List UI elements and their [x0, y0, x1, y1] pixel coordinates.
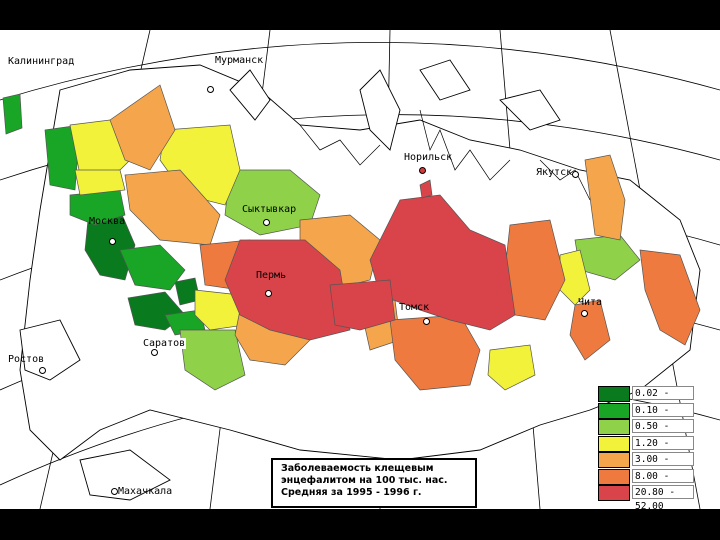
region-green-mid — [44, 124, 81, 191]
city-dot — [109, 238, 116, 245]
legend-row: 0.50 - 1.00 — [598, 418, 698, 446]
map-drawing — [0, 30, 720, 509]
city-label-saratov: Саратов — [142, 338, 187, 349]
city-label-norilsk: Норильск — [404, 152, 453, 163]
map-title-line: энцефалитом на 100 тыс. нас. — [281, 475, 448, 486]
legend-row: 3.00 - 8.00 — [598, 451, 698, 479]
legend-label: 0.10 - 0.45 — [632, 402, 694, 430]
region-red — [369, 194, 516, 331]
map-title-line: Средняя за 1995 - 1996 г. — [281, 487, 422, 498]
legend-swatch — [598, 419, 630, 435]
region-orange-light — [109, 84, 176, 171]
city-label-chita: Чита — [578, 297, 603, 308]
legend-row: 0.02 - 0.05 — [598, 385, 698, 413]
city-label-yakutsk: Якутск — [536, 167, 573, 178]
legend-swatch — [598, 468, 630, 485]
legend-label: 20.80 - 52.00 — [632, 485, 694, 509]
regions — [2, 84, 701, 391]
city-dot — [423, 318, 430, 325]
russia-map: Калининград Мурманск Норильск Якутск Сык… — [0, 30, 720, 509]
city-dot — [39, 367, 46, 374]
city-dot — [151, 349, 158, 356]
city-dot — [265, 290, 272, 297]
map-legend: 0.02 - 0.050.10 - 0.450.50 - 1.001.20 - … — [598, 385, 698, 509]
legend-row: 20.80 - 52.00 — [598, 484, 698, 509]
city-dot — [207, 86, 214, 93]
region-yellow — [487, 344, 536, 391]
region-kaliningrad — [2, 93, 23, 135]
city-label-rostov: Ростов — [8, 354, 45, 365]
city-label-murmansk: Мурманск — [215, 55, 264, 66]
city-dot — [581, 310, 588, 317]
city-label-makhachkala: Махачкала — [118, 486, 173, 497]
city-dot — [111, 488, 118, 495]
region-red — [224, 239, 351, 341]
coastline-detail — [299, 109, 591, 201]
region-yellow — [74, 169, 126, 196]
city-dot — [572, 171, 579, 178]
legend-label: 1.20 - 3.00 — [632, 435, 694, 463]
legend-label: 8.00 - 20.00 — [632, 468, 694, 496]
legend-row: 1.20 - 3.00 — [598, 435, 698, 463]
city-dot — [263, 219, 270, 226]
city-label-perm: Пермь — [256, 270, 287, 281]
legend-label: 0.50 - 1.00 — [632, 419, 694, 446]
legend-swatch — [598, 386, 630, 402]
legend-swatch — [598, 452, 630, 468]
region-orange — [639, 249, 701, 346]
region-green-mid — [119, 244, 186, 291]
map-title-box: Заболеваемость клещевым энцефалитом на 1… — [271, 458, 477, 508]
legend-label: 0.02 - 0.05 — [632, 386, 694, 413]
legend-row: 8.00 - 20.00 — [598, 468, 698, 496]
city-dot — [419, 167, 426, 174]
region-green-light — [179, 329, 246, 391]
region-red — [419, 179, 433, 199]
region-orange-light — [584, 154, 626, 241]
legend-swatch — [598, 485, 630, 501]
legend-label: 3.00 - 8.00 — [632, 452, 694, 479]
city-label-moskva: Москва — [89, 216, 126, 227]
region-red — [329, 279, 396, 331]
legend-row: 0.10 - 0.45 — [598, 402, 698, 430]
map-title-line: Заболеваемость клещевым — [281, 463, 434, 474]
region-orange — [569, 299, 611, 361]
city-label-syktyvkar: Сыктывкар — [242, 204, 297, 215]
city-label-kaliningrad: Калининград — [8, 56, 75, 67]
legend-swatch — [598, 402, 630, 419]
city-label-tomsk: Томск — [399, 302, 430, 313]
legend-swatch — [598, 435, 630, 452]
